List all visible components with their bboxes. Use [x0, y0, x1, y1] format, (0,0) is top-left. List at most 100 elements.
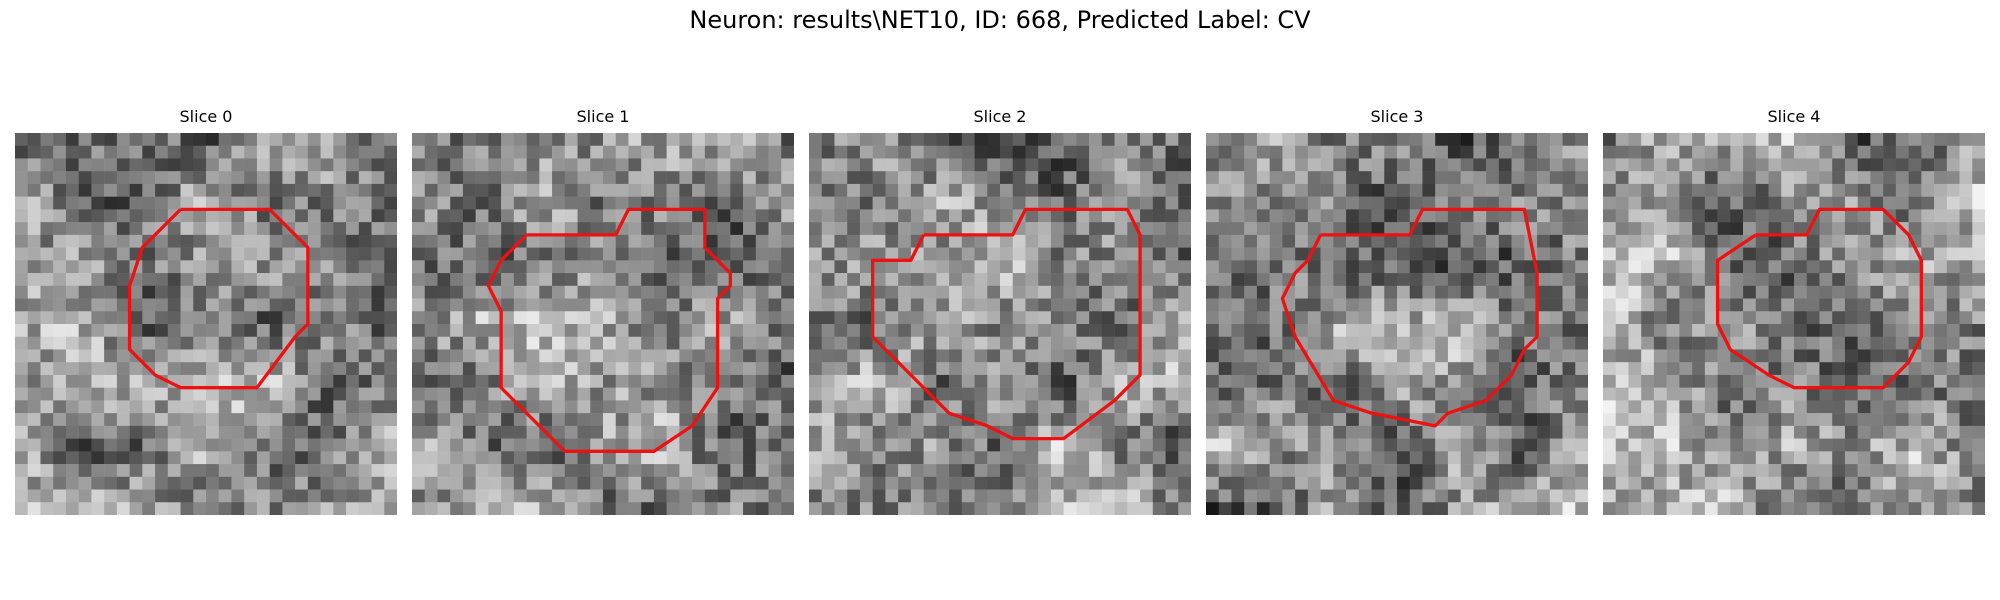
pixel: [180, 260, 194, 274]
pixel: [1038, 145, 1052, 159]
pixel: [1883, 349, 1897, 363]
pixel: [1743, 285, 1757, 299]
pixel: [320, 362, 334, 376]
pixel: [603, 425, 616, 439]
pixel: [628, 171, 642, 185]
pixel: [1743, 311, 1757, 325]
pixel: [462, 183, 476, 197]
pixel: [717, 145, 731, 159]
pixel: [1832, 324, 1846, 337]
pixel: [1819, 247, 1833, 261]
pixel: [577, 209, 591, 223]
pixel: [1358, 273, 1372, 287]
pixel: [666, 209, 680, 223]
pixel: [885, 438, 899, 452]
pixel: [1730, 425, 1744, 439]
pixel: [282, 438, 296, 452]
pixel: [1269, 324, 1283, 337]
pixel: [961, 324, 975, 337]
pixel: [590, 247, 604, 261]
pixel: [949, 273, 963, 287]
pixel: [809, 158, 822, 172]
pixel: [78, 222, 92, 236]
pixel: [1256, 451, 1270, 465]
pixel: [206, 298, 219, 312]
pixel: [1422, 209, 1436, 223]
pixel: [244, 145, 258, 159]
pixel: [768, 222, 782, 236]
pixel: [1447, 247, 1461, 261]
pixel: [180, 502, 194, 515]
pixel: [1806, 298, 1820, 312]
pixel: [1768, 145, 1782, 159]
pixel: [104, 438, 118, 452]
pixel: [1946, 451, 1960, 465]
pixel: [1628, 425, 1642, 439]
pixel: [1282, 196, 1296, 210]
pixel: [1050, 183, 1064, 197]
pixel: [1127, 464, 1141, 478]
pixel: [231, 400, 245, 414]
pixel: [936, 464, 950, 478]
pixel: [1883, 247, 1897, 261]
pixel: [167, 362, 181, 376]
pixel: [65, 171, 79, 185]
pixel: [1972, 298, 1985, 312]
pixel: [218, 502, 232, 515]
pixel: [1422, 311, 1436, 325]
pixel: [1231, 476, 1245, 490]
pixel: [847, 502, 861, 515]
pixel: [1038, 502, 1052, 515]
pixel: [412, 400, 425, 414]
pixel: [155, 311, 169, 325]
pixel: [1806, 247, 1820, 261]
pixel: [1140, 451, 1154, 465]
pixel: [1178, 196, 1191, 210]
pixel: [462, 273, 476, 287]
pixel: [730, 311, 744, 325]
pixel: [1358, 374, 1372, 388]
pixel: [333, 464, 347, 478]
pixel: [269, 285, 283, 299]
pixel: [821, 145, 835, 159]
pixel: [104, 349, 118, 363]
pixel: [40, 209, 54, 223]
pixel: [590, 145, 604, 159]
pixel: [577, 425, 591, 439]
pixel: [885, 273, 899, 287]
pixel: [1498, 464, 1512, 478]
pixel: [1178, 502, 1191, 515]
pixel: [961, 362, 975, 376]
pixel: [1603, 196, 1616, 210]
pixel: [1717, 196, 1731, 210]
pixel: [1575, 489, 1588, 503]
pixel: [384, 464, 397, 478]
pixel: [53, 234, 67, 248]
pixel: [1666, 183, 1680, 197]
pixel: [1050, 387, 1064, 401]
pixel: [256, 298, 270, 312]
pixel: [295, 209, 309, 223]
pixel: [513, 298, 527, 312]
pixel: [872, 476, 886, 490]
pixel: [256, 324, 270, 337]
pixel: [501, 438, 515, 452]
pixel: [155, 273, 169, 287]
pixel: [1152, 374, 1166, 388]
pixel: [1549, 349, 1563, 363]
pixel: [949, 324, 963, 337]
pixel: [615, 273, 629, 287]
pixel: [1562, 362, 1576, 376]
pixel: [269, 387, 283, 401]
pixel: [1743, 196, 1757, 210]
pixel: [1358, 222, 1372, 236]
pixel: [961, 133, 975, 146]
pixel: [437, 133, 451, 146]
pixel: [1717, 298, 1731, 312]
pixel: [1089, 171, 1103, 185]
pixel: [358, 324, 372, 337]
pixel: [1358, 260, 1372, 274]
pixel: [78, 425, 92, 439]
pixel: [1152, 234, 1166, 248]
pixel: [809, 209, 822, 223]
